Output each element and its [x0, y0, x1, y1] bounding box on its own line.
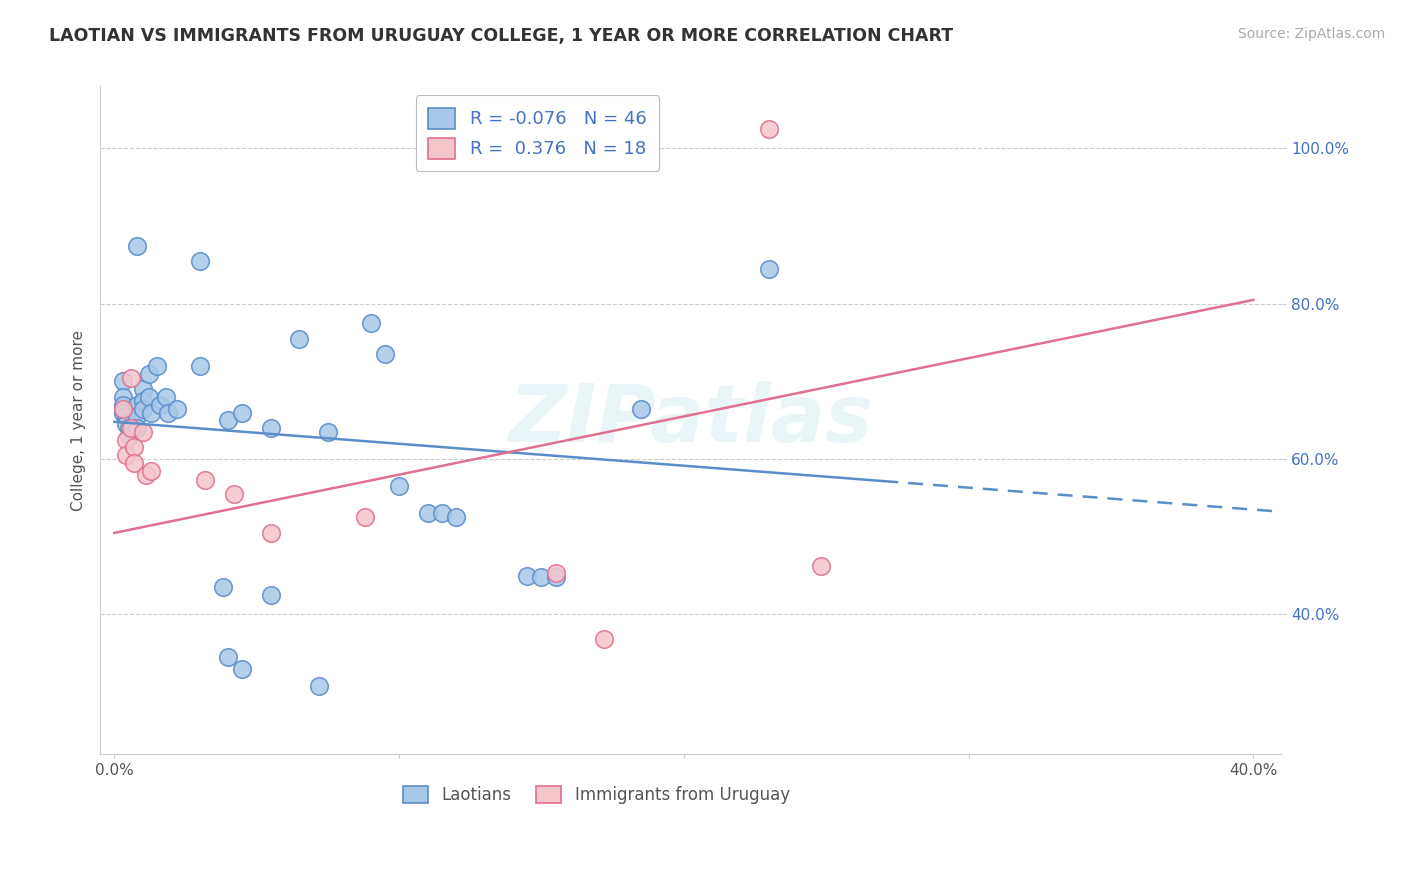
Point — [120, 421, 142, 435]
Point — [111, 401, 134, 416]
Point — [416, 507, 439, 521]
Point — [141, 405, 163, 419]
Point — [430, 507, 453, 521]
Point — [530, 570, 553, 584]
Point — [114, 417, 136, 432]
Point — [149, 398, 172, 412]
Point — [544, 566, 567, 581]
Point — [388, 479, 411, 493]
Text: LAOTIAN VS IMMIGRANTS FROM URUGUAY COLLEGE, 1 YEAR OR MORE CORRELATION CHART: LAOTIAN VS IMMIGRANTS FROM URUGUAY COLLE… — [49, 27, 953, 45]
Point — [155, 390, 177, 404]
Point — [117, 421, 139, 435]
Point — [288, 332, 311, 346]
Point — [135, 467, 157, 482]
Point — [758, 261, 780, 276]
Point — [114, 448, 136, 462]
Point — [354, 510, 377, 524]
Point — [132, 393, 155, 408]
Point — [124, 441, 146, 455]
Point — [316, 425, 339, 439]
Point — [516, 568, 538, 582]
Point — [132, 401, 155, 416]
Point — [111, 398, 134, 412]
Text: ZIPatlas: ZIPatlas — [509, 381, 873, 459]
Point — [260, 421, 283, 435]
Point — [127, 398, 149, 412]
Point — [260, 525, 283, 540]
Point — [231, 405, 253, 419]
Point — [146, 359, 169, 373]
Point — [141, 464, 163, 478]
Point — [127, 421, 149, 435]
Point — [127, 238, 149, 252]
Point — [127, 409, 149, 424]
Point — [593, 632, 616, 647]
Point — [444, 510, 467, 524]
Y-axis label: College, 1 year or more: College, 1 year or more — [72, 330, 86, 511]
Point — [630, 401, 652, 416]
Point — [157, 405, 180, 419]
Point — [231, 662, 253, 676]
Point — [211, 580, 233, 594]
Point — [114, 409, 136, 424]
Point — [117, 429, 139, 443]
Point — [138, 367, 160, 381]
Point — [132, 425, 155, 439]
Point — [544, 570, 567, 584]
Point — [374, 347, 396, 361]
Point — [111, 405, 134, 419]
Legend: Laotians, Immigrants from Uruguay: Laotians, Immigrants from Uruguay — [395, 778, 799, 813]
Point — [217, 650, 239, 665]
Point — [758, 122, 780, 136]
Point — [114, 433, 136, 447]
Point — [132, 382, 155, 396]
Point — [188, 254, 211, 268]
Point — [222, 487, 245, 501]
Point — [260, 588, 283, 602]
Point — [194, 473, 217, 487]
Point — [810, 558, 832, 573]
Point — [124, 456, 146, 470]
Point — [188, 359, 211, 373]
Point — [138, 390, 160, 404]
Point — [120, 370, 142, 384]
Point — [111, 375, 134, 389]
Point — [217, 413, 239, 427]
Point — [111, 390, 134, 404]
Text: Source: ZipAtlas.com: Source: ZipAtlas.com — [1237, 27, 1385, 41]
Point — [360, 316, 382, 330]
Point — [308, 679, 330, 693]
Point — [166, 401, 188, 416]
